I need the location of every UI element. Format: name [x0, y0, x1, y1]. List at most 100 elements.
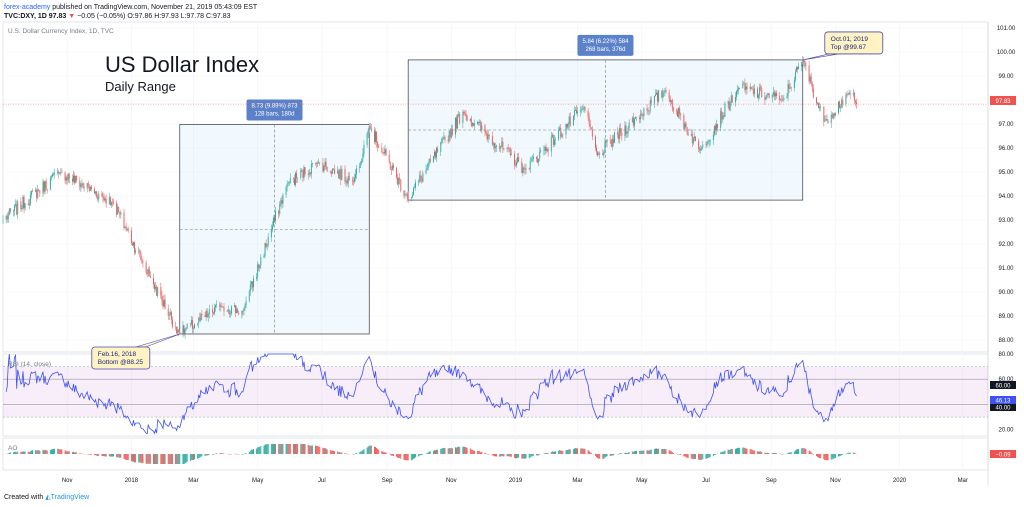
candle: [783, 97, 785, 100]
author-link[interactable]: forex-academy: [4, 4, 51, 11]
range-label: 8.73 (9.89%) 873: [251, 103, 298, 109]
candle: [68, 174, 70, 179]
ao-bar: [377, 449, 379, 454]
candle: [404, 194, 406, 196]
ao-bar: [199, 454, 201, 458]
ao-bar: [177, 454, 179, 464]
ao-bar: [201, 454, 203, 457]
candle: [384, 149, 386, 154]
candle: [472, 122, 474, 126]
ao-bar: [619, 453, 621, 454]
candle: [794, 71, 796, 80]
ao-bar: [657, 448, 659, 454]
ao-bar: [699, 454, 701, 460]
candle: [200, 313, 202, 321]
candle: [279, 204, 281, 214]
candle: [67, 174, 69, 181]
candle: [589, 123, 591, 129]
candle: [790, 87, 792, 89]
candle: [841, 99, 843, 107]
ao-bar: [766, 452, 768, 454]
candle: [846, 94, 848, 96]
candle: [330, 172, 332, 174]
ao-bar: [765, 452, 767, 454]
ao-bar: [506, 454, 508, 457]
rsi-tick-label: 80.00: [998, 352, 1014, 358]
candle: [620, 127, 622, 133]
ao-bar: [368, 445, 370, 454]
candle: [599, 153, 601, 155]
candle: [415, 182, 416, 188]
ao-bar: [360, 451, 362, 454]
candle: [98, 193, 100, 200]
candle: [326, 167, 328, 172]
ao-bar: [547, 453, 549, 454]
ao-bar: [760, 451, 762, 454]
ao-bar: [558, 450, 560, 454]
candle: [420, 175, 422, 179]
candle: [753, 88, 755, 94]
candle: [339, 169, 341, 179]
candle: [727, 101, 729, 104]
candle: [80, 184, 82, 188]
candle: [457, 115, 459, 129]
ao-bar: [280, 444, 282, 454]
ao-bar: [161, 454, 163, 464]
ao-bar: [580, 448, 582, 454]
candle: [443, 137, 445, 138]
candle: [722, 115, 724, 120]
candle: [709, 140, 711, 141]
candle: [391, 165, 393, 171]
ao-bar: [745, 448, 747, 454]
ao-bar: [220, 453, 222, 454]
price-tick-label: 92.00: [998, 242, 1014, 248]
candle: [13, 210, 14, 212]
candle: [648, 110, 650, 112]
candle: [2, 220, 4, 221]
candle: [8, 208, 10, 216]
candle: [824, 120, 826, 122]
candle: [583, 107, 585, 109]
ao-bar: [528, 454, 530, 459]
ao-bar: [478, 451, 480, 454]
ao-bar: [642, 450, 644, 454]
candle: [746, 86, 748, 89]
candle: [265, 243, 267, 247]
candle: [642, 114, 644, 117]
ao-bar: [434, 450, 435, 454]
candle: [826, 119, 828, 121]
ao-bar: [391, 454, 393, 456]
candle: [76, 175, 78, 181]
ao-bar: [502, 454, 504, 457]
ao-bar: [838, 454, 840, 457]
ao-bar: [385, 452, 387, 454]
ao-bar: [750, 449, 752, 454]
candle: [619, 127, 621, 139]
candle: [479, 122, 481, 123]
candle: [42, 181, 44, 194]
ao-bar: [531, 454, 533, 457]
callout-date: Oct.01, 2019: [831, 36, 869, 43]
ao-bar: [798, 448, 800, 454]
candle: [812, 88, 814, 98]
candle: [632, 117, 634, 126]
range-label: 5.84 (6.22%) 584: [582, 39, 629, 45]
ao-bar: [551, 451, 553, 454]
ao-bar: [66, 451, 68, 454]
ao-bar: [462, 446, 464, 454]
price-tick-label: 95.00: [998, 170, 1014, 176]
ao-bar: [840, 454, 842, 456]
ao-bar: [170, 454, 172, 464]
ao-bar: [665, 449, 667, 454]
candle: [488, 134, 490, 137]
candle: [260, 257, 262, 266]
candle: [138, 250, 140, 252]
footer-brand[interactable]: TradingView: [50, 494, 90, 501]
ao-bar: [90, 454, 92, 455]
candle: [219, 304, 221, 308]
ao-bar: [656, 448, 657, 454]
candle: [322, 162, 324, 172]
candle: [444, 137, 446, 140]
candle: [739, 88, 741, 89]
